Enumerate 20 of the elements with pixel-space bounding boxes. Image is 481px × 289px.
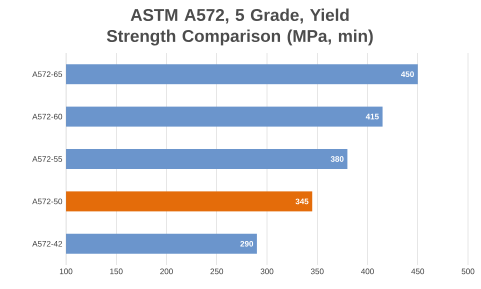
- y-tick-label: A572-50: [32, 198, 62, 204]
- x-tick-label: 450: [411, 268, 424, 274]
- x-tick-label: 100: [60, 268, 72, 274]
- x-tick-label: 350: [310, 268, 324, 274]
- y-tick-label: A572-42: [32, 240, 62, 247]
- y-tick-label: A572-55: [32, 156, 62, 162]
- x-tick-label: 500: [462, 268, 474, 274]
- data-label: 415: [366, 114, 379, 120]
- data-label: 380: [330, 156, 344, 162]
- x-tick-label: 250: [210, 268, 224, 274]
- x-tick-label: 150: [110, 268, 123, 274]
- data-label: 450: [400, 71, 414, 78]
- x-tick-label: 400: [361, 268, 374, 274]
- x-tick-label: 200: [160, 268, 173, 274]
- data-label: 290: [240, 240, 254, 247]
- y-tick-label: A572-60: [32, 114, 62, 120]
- chart-title: ASTM A572, 5 Grade, Yield Strength Comparison (MPa, min): [106, 8, 373, 46]
- y-tick-label: A572-65: [32, 71, 62, 78]
- x-tick-label: 300: [260, 268, 274, 274]
- data-label: 345: [296, 198, 308, 204]
